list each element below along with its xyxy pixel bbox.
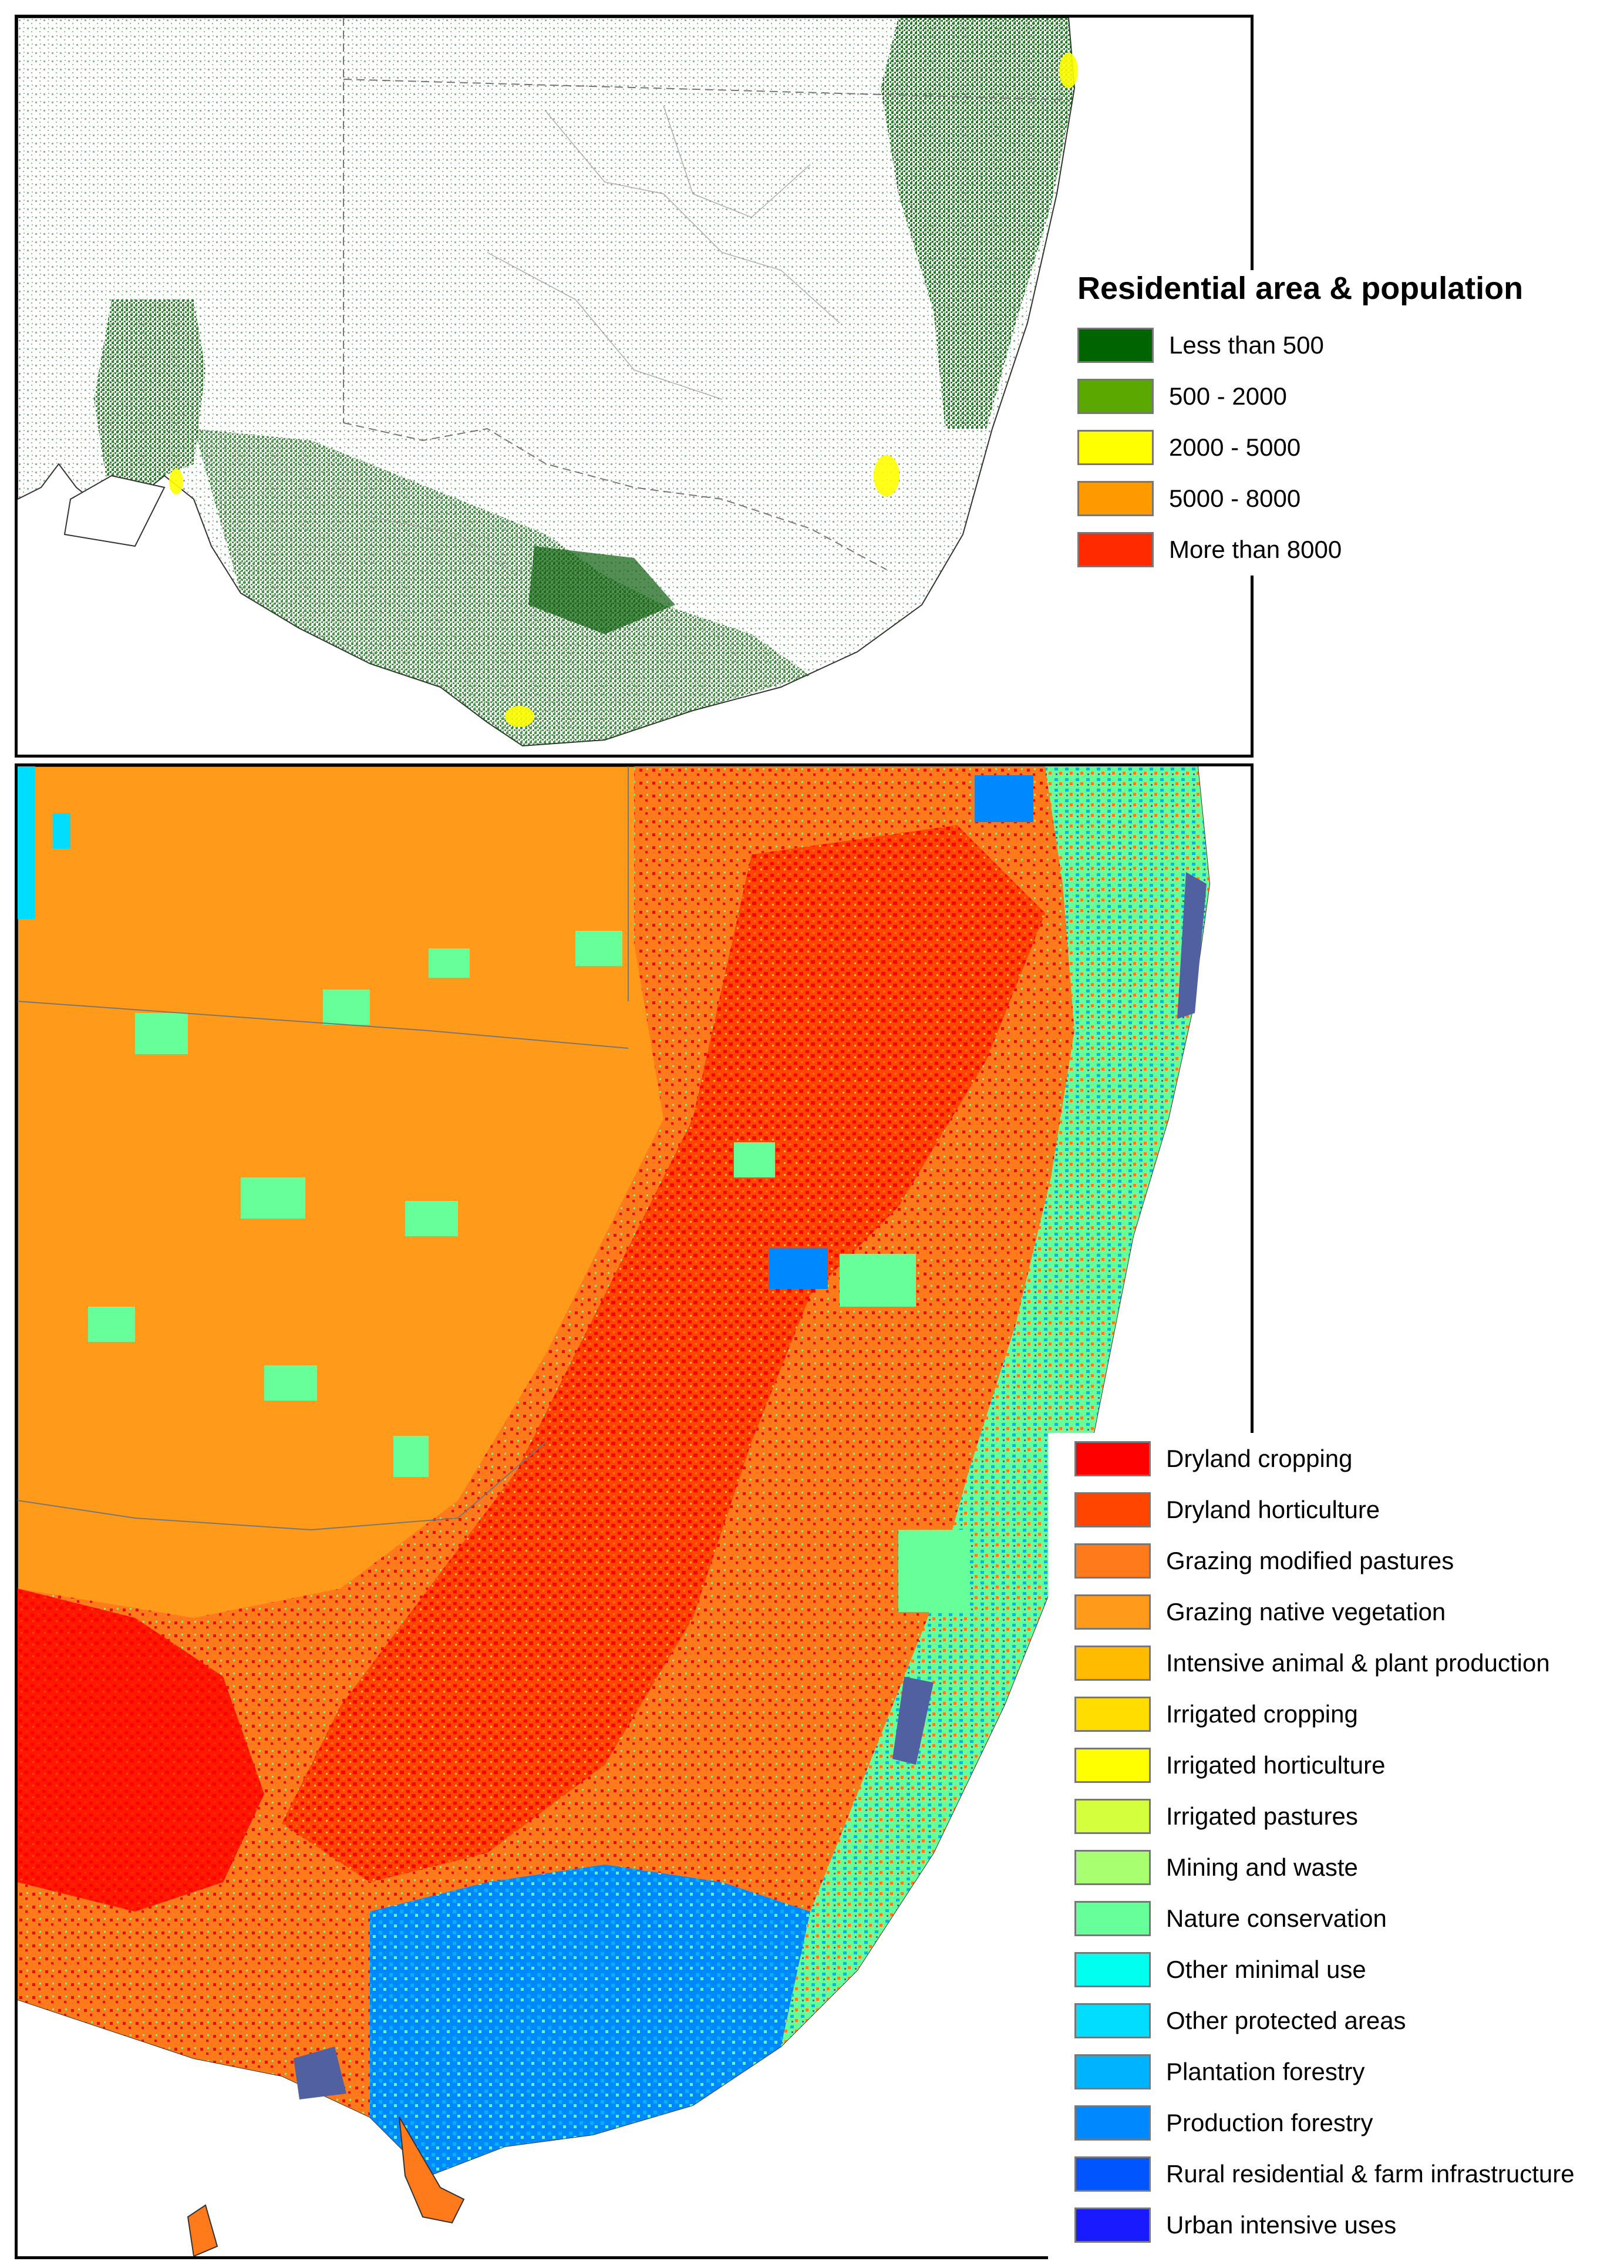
land-use-legend-item: Mining and waste bbox=[1074, 1842, 1615, 1893]
land-use-legend: Dryland cropping Dryland horticulture Graz… bbox=[1048, 1433, 1615, 2261]
residential-legend-item: Less than 500 bbox=[1077, 319, 1594, 371]
residential-legend-label: More than 8000 bbox=[1169, 535, 1342, 563]
land-use-legend-label: Urban intensive uses bbox=[1166, 2210, 1397, 2239]
residential-legend-swatch bbox=[1077, 327, 1154, 363]
land-use-legend-label: Dryland horticulture bbox=[1166, 1495, 1380, 1523]
land-use-legend-item: Other minimal use bbox=[1074, 1944, 1615, 1995]
land-use-legend-item: Nature conservation bbox=[1074, 1893, 1615, 1944]
land-use-legend-label: Irrigated cropping bbox=[1166, 1700, 1358, 1728]
conservation-patches bbox=[88, 931, 969, 1612]
land-use-legend-swatch bbox=[1074, 1900, 1151, 1936]
land-use-legend-label: Rural residential & farm infrastructure bbox=[1166, 2159, 1575, 2188]
land-use-legend-label: Production forestry bbox=[1166, 2108, 1373, 2136]
land-use-legend-item: Irrigated horticulture bbox=[1074, 1739, 1615, 1791]
residential-legend-items: Less than 500 500 - 2000 2000 - 5000 5000 -… bbox=[1066, 319, 1594, 575]
land-use-legend-swatch bbox=[1074, 1492, 1151, 1527]
land-use-legend-item: Grazing native vegetation bbox=[1074, 1586, 1615, 1637]
land-use-legend-label: Mining and waste bbox=[1166, 1853, 1358, 1881]
land-use-legend-label: Other protected areas bbox=[1166, 2006, 1406, 2034]
residential-legend-swatch bbox=[1077, 531, 1154, 567]
land-use-state-boundaries bbox=[18, 766, 629, 1531]
land-use-legend-swatch bbox=[1074, 2003, 1151, 2038]
residential-legend-title: Residential area & population bbox=[1077, 271, 1524, 306]
residential-legend-swatch bbox=[1077, 480, 1154, 516]
land-use-legend-swatch bbox=[1074, 2105, 1151, 2141]
residential-legend-swatch bbox=[1077, 378, 1154, 414]
land-use-legend-item: Other protected areas bbox=[1074, 1995, 1615, 2046]
land-use-legend-swatch bbox=[1074, 2207, 1151, 2243]
land-use-legend-item: Urban intensive uses bbox=[1074, 2199, 1615, 2250]
land-use-legend-item: Grazing modified pastures bbox=[1074, 1535, 1615, 1586]
land-use-legend-item: Intensive animal & plant production bbox=[1074, 1637, 1615, 1688]
land-use-legend-swatch bbox=[1074, 1594, 1151, 1630]
land-use-legend-swatch bbox=[1074, 2156, 1151, 2192]
land-use-legend-item: Production forestry bbox=[1074, 2097, 1615, 2148]
state-boundaries bbox=[343, 18, 1069, 570]
land-use-legend-swatch bbox=[1074, 1645, 1151, 1681]
land-use-legend-swatch bbox=[1074, 1798, 1151, 1834]
residential-legend-swatch bbox=[1077, 429, 1154, 465]
land-use-legend-item: Plantation forestry bbox=[1074, 2046, 1615, 2097]
land-use-legend-item: Dryland cropping bbox=[1074, 1433, 1615, 1484]
residential-legend: Residential area & population Less than … bbox=[1066, 270, 1594, 576]
residential-legend-label: 2000 - 5000 bbox=[1169, 433, 1301, 461]
land-use-legend-swatch bbox=[1074, 1441, 1151, 1476]
residential-map-panel bbox=[15, 15, 1254, 758]
land-use-legend-item: Dryland horticulture bbox=[1074, 1484, 1615, 1535]
residential-legend-label: 5000 - 8000 bbox=[1169, 484, 1301, 512]
residential-legend-item: More than 8000 bbox=[1077, 524, 1594, 575]
residential-legend-item: 500 - 2000 bbox=[1077, 371, 1594, 422]
land-use-legend-item: Rural residential & farm infrastructure bbox=[1074, 2148, 1615, 2199]
land-use-legend-label: Other minimal use bbox=[1166, 1955, 1366, 1983]
residential-map bbox=[18, 18, 1078, 747]
residential-legend-label: 500 - 2000 bbox=[1169, 382, 1287, 410]
land-use-legend-swatch bbox=[1074, 1747, 1151, 1783]
land-use-map bbox=[18, 766, 1211, 2256]
land-use-legend-label: Grazing modified pastures bbox=[1166, 1546, 1454, 1574]
land-use-legend-swatch bbox=[1074, 1951, 1151, 1987]
land-use-legend-label: Plantation forestry bbox=[1166, 2057, 1365, 2085]
land-use-legend-item: Irrigated pastures bbox=[1074, 1791, 1615, 1842]
land-use-legend-swatch bbox=[1074, 1696, 1151, 1732]
land-use-legend-label: Dryland cropping bbox=[1166, 1444, 1353, 1472]
land-use-legend-label: Grazing native vegetation bbox=[1166, 1597, 1446, 1626]
land-use-legend-label: Irrigated horticulture bbox=[1166, 1751, 1386, 1779]
land-use-legend-label: Intensive animal & plant production bbox=[1166, 1648, 1550, 1677]
residential-legend-item: 5000 - 8000 bbox=[1077, 473, 1594, 524]
land-use-legend-label: Irrigated pastures bbox=[1166, 1802, 1358, 1830]
residential-legend-label: Less than 500 bbox=[1169, 331, 1324, 359]
residential-legend-item: 2000 - 5000 bbox=[1077, 422, 1594, 473]
land-use-legend-items: Dryland cropping Dryland horticulture Graz… bbox=[1048, 1433, 1615, 2250]
land-use-legend-label: Nature conservation bbox=[1166, 1904, 1387, 1932]
land-use-map-panel bbox=[15, 763, 1254, 2259]
land-use-legend-swatch bbox=[1074, 1543, 1151, 1579]
land-use-legend-swatch bbox=[1074, 2054, 1151, 2089]
land-use-legend-swatch bbox=[1074, 1849, 1151, 1885]
land-use-legend-item: Irrigated cropping bbox=[1074, 1688, 1615, 1739]
